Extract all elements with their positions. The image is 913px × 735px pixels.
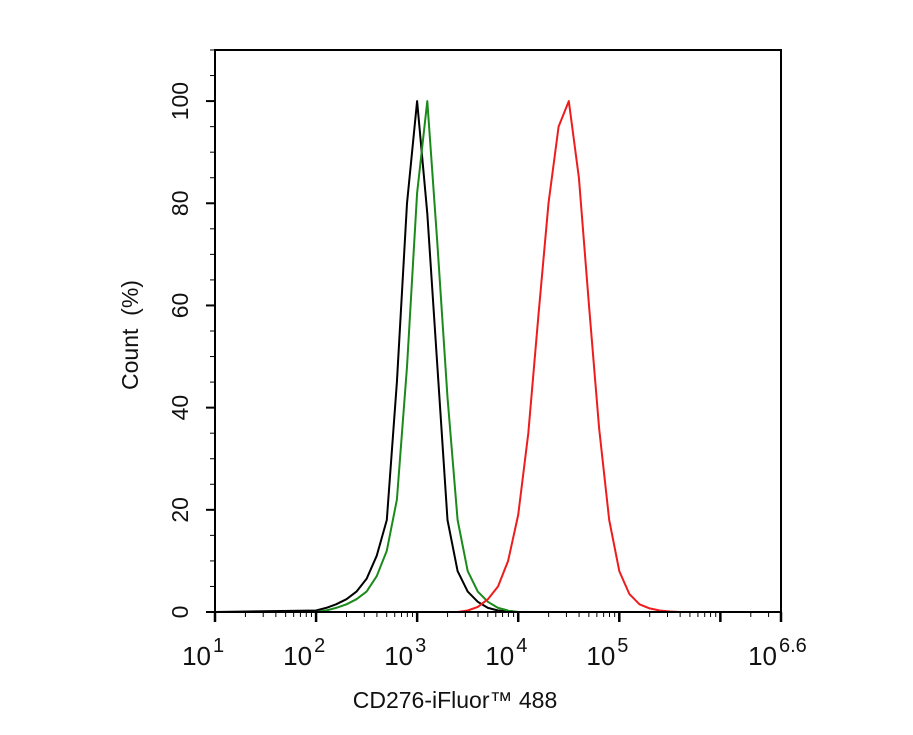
x-tick-label: 10 [384, 641, 413, 671]
series-line-3 [215, 100, 781, 613]
x-tick-exponent: 5 [617, 635, 628, 657]
axis-ticks [206, 49, 783, 622]
x-tick-label: 10 [182, 641, 211, 671]
x-tick-label: 10 [748, 641, 777, 671]
series-line-1 [214, 100, 781, 613]
y-tick-label: 80 [167, 190, 193, 216]
series-line-2 [215, 100, 781, 613]
x-tick-label: 10 [586, 641, 615, 671]
x-tick-exponent: 6.6 [779, 635, 807, 657]
y-tick-labels: 0 20 40 60 80 100 [167, 82, 193, 618]
y-tick-label: 40 [167, 395, 193, 421]
x-axis-title: CD276-iFluor™ 488 [353, 687, 558, 713]
plot-frame [214, 49, 782, 613]
x-tick-exponent: 3 [415, 635, 426, 657]
x-tick-label: 10 [283, 641, 312, 671]
series-lines [214, 100, 781, 613]
x-tick-exponent: 1 [213, 635, 224, 657]
x-tick-exponent: 2 [314, 635, 325, 657]
y-axis-title: Count (%) [117, 280, 143, 390]
x-tick-label: 10 [485, 641, 514, 671]
x-tick-labels: 10 1 10 2 10 3 10 4 10 5 10 6.6 [182, 635, 807, 671]
y-tick-label: 60 [167, 293, 193, 319]
y-tick-label: 20 [167, 497, 193, 523]
y-tick-label: 0 [167, 606, 193, 619]
y-tick-label: 100 [167, 82, 193, 120]
x-tick-exponent: 4 [516, 635, 527, 657]
